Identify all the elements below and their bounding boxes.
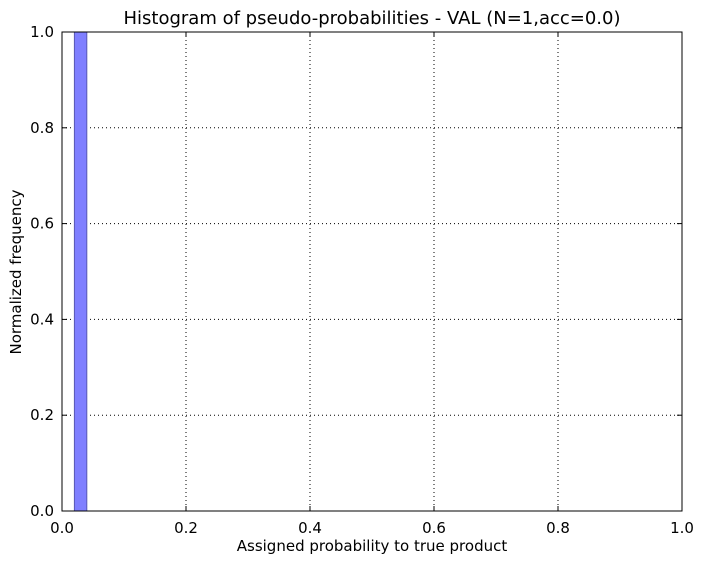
y-tick-label: 0.0 [30, 502, 54, 520]
plot-frame [61, 31, 683, 512]
bars [73, 31, 88, 512]
y-tick-label: 0.4 [30, 310, 54, 328]
x-tick-label: 0.8 [546, 519, 570, 537]
y-tick-labels: 0.0 0.2 0.4 0.6 0.8 1.0 [30, 23, 54, 520]
x-tick-label: 0.6 [422, 519, 446, 537]
x-tick-label: 0.2 [174, 519, 198, 537]
chart-title: Histogram of pseudo-probabilities - VAL … [123, 8, 620, 29]
y-tick-label: 0.2 [30, 406, 54, 424]
y-axis-label: Normalized frequency [7, 189, 25, 354]
y-tick-label: 1.0 [30, 23, 54, 41]
x-axis-label: Assigned probability to true product [237, 537, 508, 555]
y-tick-label: 0.6 [30, 215, 54, 233]
x-tick-label: 1.0 [670, 519, 694, 537]
x-tick-label: 0.4 [298, 519, 322, 537]
y-tick-label: 0.8 [30, 119, 54, 137]
x-tick-labels: 0.0 0.2 0.4 0.6 0.8 1.0 [50, 519, 694, 537]
histogram-bar [73, 31, 88, 512]
tick-marks [61, 31, 683, 512]
x-tick-label: 0.0 [50, 519, 74, 537]
grid-lines [62, 32, 682, 511]
